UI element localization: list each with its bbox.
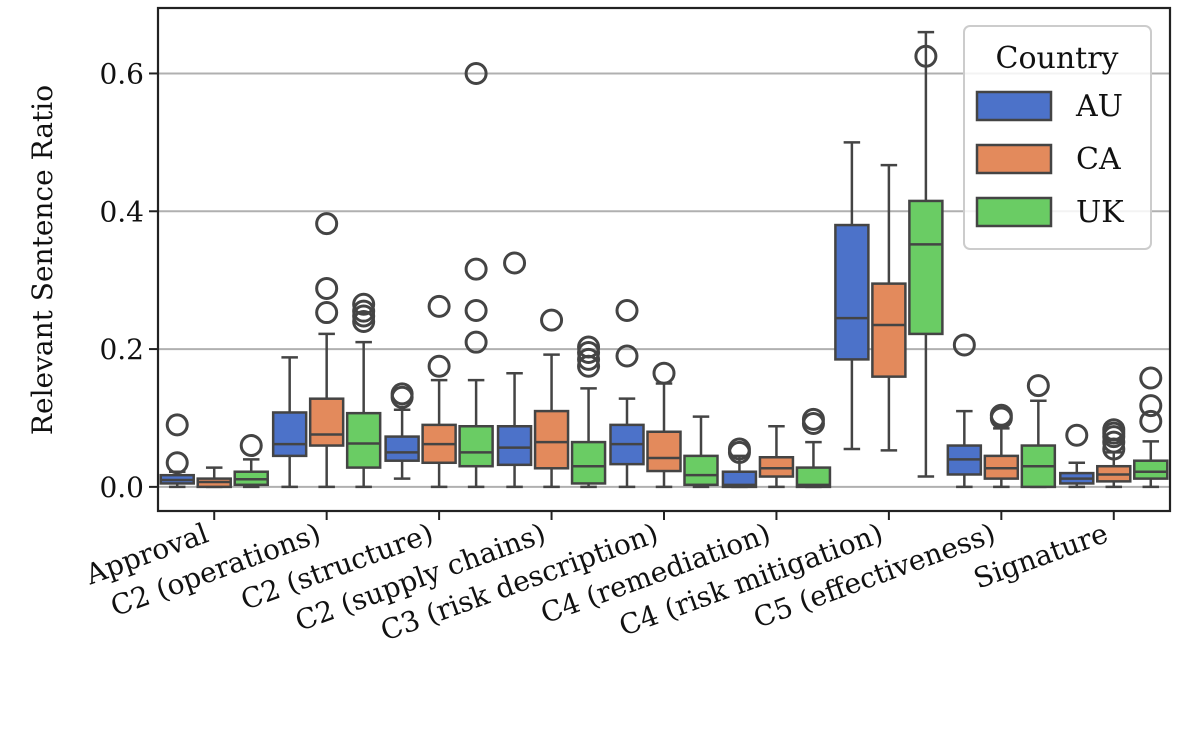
box-au: [384, 382, 420, 480]
box-uk: [458, 61, 494, 489]
outlier-point: [952, 333, 976, 357]
box-ca: [1096, 418, 1132, 489]
legend-label-ca: CA: [1076, 142, 1121, 177]
legend-swatch-ca: [975, 143, 1053, 175]
outlier-point: [503, 251, 527, 275]
box-iqr: [533, 409, 570, 470]
box-iqr: [271, 411, 308, 458]
outlier-point: [989, 403, 1013, 427]
box-iqr: [834, 223, 870, 361]
box-au: [1059, 423, 1095, 489]
box-au: [946, 333, 983, 489]
box-iqr: [308, 397, 345, 447]
box-au: [271, 356, 308, 489]
box-uk: [683, 415, 719, 489]
legend: Country AU CA UK: [963, 25, 1152, 250]
box-iqr: [458, 424, 494, 468]
outlier-point: [1139, 366, 1163, 390]
outlier-point: [914, 44, 938, 68]
outlier-point: [577, 335, 601, 359]
box-uk: [908, 30, 944, 478]
outlier-point: [352, 299, 376, 323]
y-axis: 0.0 0.2 0.4 0.6: [99, 57, 158, 504]
box-iqr: [795, 466, 832, 489]
box-iqr: [758, 456, 795, 478]
outlier-point: [727, 437, 751, 461]
box-iqr: [345, 411, 382, 469]
box-uk: [1133, 366, 1169, 489]
outlier-point: [464, 298, 488, 322]
box-iqr: [384, 435, 420, 462]
outlier-point: [801, 407, 825, 431]
box-ca: [308, 212, 345, 489]
box-uk: [795, 407, 832, 489]
outlier-point: [615, 344, 639, 368]
legend-label-uk: UK: [1076, 195, 1124, 230]
box-uk: [1020, 374, 1057, 489]
box-au: [609, 298, 645, 489]
y-tick-label: 0.4: [99, 195, 144, 228]
legend-frame: [963, 25, 1152, 250]
outlier-point: [577, 347, 601, 371]
outlier-point: [615, 298, 639, 322]
box-uk: [570, 335, 607, 489]
outlier-point: [464, 330, 488, 354]
outlier-point: [165, 451, 189, 475]
box-iqr: [683, 454, 719, 487]
box-uk: [233, 434, 269, 489]
box-iqr: [496, 424, 533, 467]
outlier-point: [464, 61, 488, 85]
box-ca: [646, 361, 682, 489]
outlier-point: [315, 212, 339, 236]
legend-title: Country: [995, 41, 1118, 76]
outlier-point: [165, 413, 189, 437]
box-ca: [758, 424, 795, 489]
box-ca: [196, 466, 232, 489]
outlier-point: [464, 257, 488, 281]
box-ca: [871, 163, 907, 452]
outlier-point: [540, 308, 564, 332]
box-uk: [345, 292, 382, 489]
y-tick-label: 0.6: [99, 57, 144, 90]
box-iqr: [646, 430, 682, 473]
box-au: [834, 141, 870, 451]
box-ca: [533, 308, 570, 489]
legend-swatch-au: [975, 90, 1053, 122]
legend-swatch-uk: [975, 196, 1053, 228]
box-iqr: [1133, 459, 1169, 480]
outlier-point: [1102, 418, 1126, 442]
box-au: [721, 437, 758, 489]
outlier-point: [315, 276, 339, 300]
outlier-point: [427, 354, 451, 378]
box-iqr: [908, 199, 944, 336]
legend-label-au: AU: [1075, 89, 1123, 124]
outlier-point: [239, 434, 263, 458]
box-ca: [983, 403, 1020, 489]
outlier-point: [427, 294, 451, 318]
outlier-point: [1065, 423, 1089, 447]
outlier-point: [390, 382, 414, 406]
outlier-point: [1139, 394, 1163, 418]
box-au: [496, 251, 533, 489]
y-tick-label: 0.2: [99, 333, 144, 366]
box-iqr: [721, 470, 758, 489]
box-groups: [159, 30, 1169, 489]
outlier-point: [652, 361, 676, 385]
outlier-point: [1026, 374, 1050, 398]
outlier-point: [1139, 409, 1163, 433]
y-axis-title: Relevant Sentence Ratio: [26, 85, 59, 435]
y-tick-label: 0.0: [99, 471, 144, 504]
box-iqr: [570, 440, 607, 485]
outlier-point: [352, 292, 376, 316]
box-au: [159, 413, 195, 489]
box-ca: [421, 294, 457, 489]
box-iqr: [871, 282, 907, 378]
outlier-point: [315, 301, 339, 325]
